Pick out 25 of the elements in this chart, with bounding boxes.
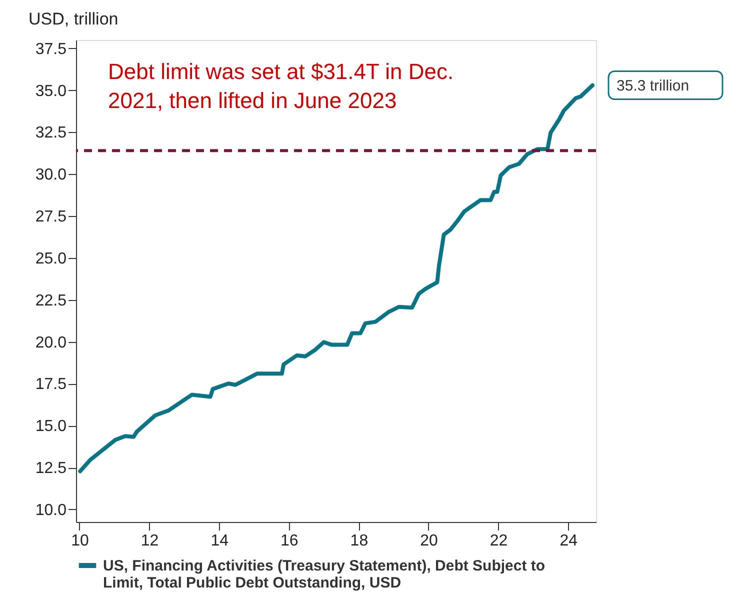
legend-label: US, Financing Activities (Treasury Statement), Debt Subject to Limit, Total Public Debt Outstanding, USD: [103, 558, 546, 592]
annotation: 35.3 trillion: [616, 77, 690, 94]
y-tick-label: 20.0: [35, 334, 67, 352]
y-tick-label: 10.0: [35, 502, 67, 519]
line-series: [78, 83, 595, 474]
y-tick-label: 27.5: [35, 208, 67, 226]
y-tick-label: 15.0: [35, 418, 67, 436]
y-axis-title: USD, trillion: [28, 10, 118, 28]
annotation: Debt limit was set at $31.4T in Dec. 2021, then lifted in June 2023: [108, 59, 454, 113]
x-tick-label: 12: [140, 532, 159, 550]
x-tick-label: 18: [350, 532, 368, 550]
y-tick-label: 37.5: [35, 40, 67, 58]
y-tick-label: 35.0: [35, 82, 67, 100]
x-tick-label: 16: [280, 532, 298, 550]
y-tick-label: 12.5: [35, 460, 67, 478]
y-tick-label: 25.0: [35, 250, 67, 268]
y-tick-label: 22.5: [35, 292, 67, 310]
x-tick-label: 10: [71, 532, 89, 550]
x-tick-label: 20: [420, 532, 438, 550]
x-tick-label: 24: [560, 532, 578, 550]
y-tick-label: 32.5: [35, 124, 67, 142]
x-tick-label: 14: [210, 532, 229, 550]
y-tick-label: 17.5: [35, 376, 67, 394]
y-tick-label: 30.0: [35, 166, 67, 184]
x-tick-label: 22: [490, 532, 508, 550]
